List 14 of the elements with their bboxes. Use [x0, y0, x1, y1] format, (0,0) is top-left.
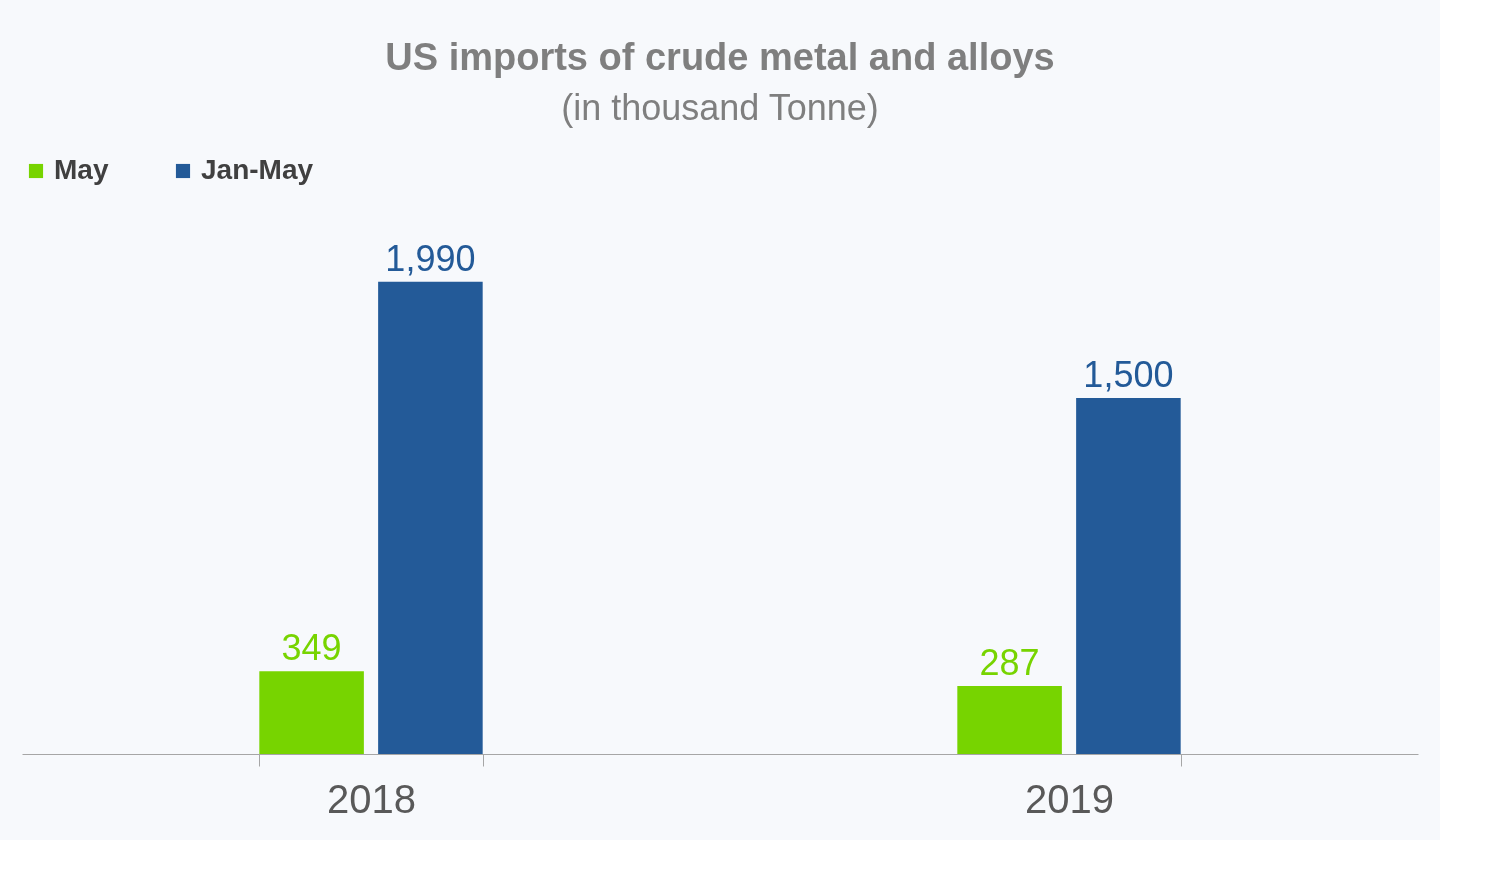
bar [1076, 397, 1181, 754]
x-tick-label: 2018 [327, 776, 416, 821]
bar [957, 685, 1062, 754]
chart-subtitle: (in thousand Tonne) [561, 87, 879, 128]
bar [259, 671, 364, 754]
data-label: 287 [979, 641, 1040, 683]
bar [378, 281, 483, 754]
chart-title: US imports of crude metal and alloys [385, 36, 1055, 78]
x-tick-label: 2019 [1025, 776, 1114, 821]
legend-label: Jan-May [201, 154, 314, 185]
data-label: 1,990 [385, 237, 476, 279]
data-label: 349 [281, 627, 342, 669]
legend-label: May [54, 154, 109, 185]
data-label: 1,500 [1083, 353, 1174, 395]
